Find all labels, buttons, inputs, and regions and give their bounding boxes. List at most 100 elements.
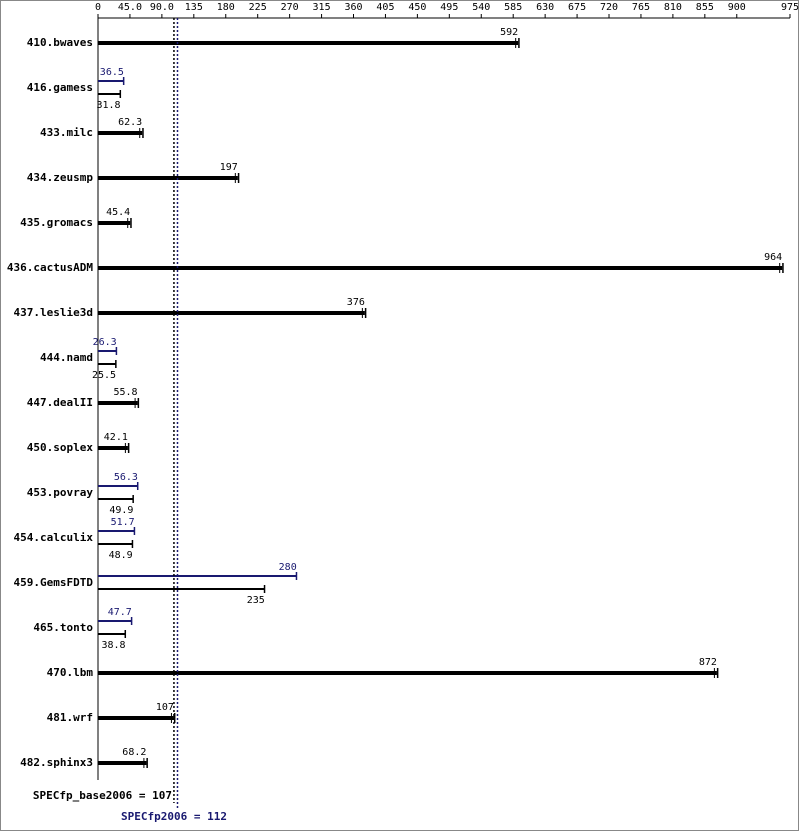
x-tick-label: 450 <box>408 2 426 13</box>
category-label: 459.GemsFDTD <box>14 576 94 589</box>
x-tick-label: 405 <box>376 2 394 13</box>
bar-base <box>98 543 133 545</box>
category-label: 434.zeusmp <box>27 171 94 184</box>
x-tick-label: 855 <box>696 2 714 13</box>
bar-peak <box>98 575 297 577</box>
bar-peak <box>98 530 135 532</box>
x-tick-label: 45.0 <box>118 2 142 13</box>
x-tick-label: 90.0 <box>150 2 174 13</box>
bar-end <box>143 758 145 768</box>
value-label: 26.3 <box>93 337 117 348</box>
bar-end <box>115 347 118 355</box>
bar-end <box>361 308 363 318</box>
bar <box>98 671 717 675</box>
x-tick-label: 0 <box>95 2 101 13</box>
category-label: 433.milc <box>40 126 93 139</box>
category-label: 450.soplex <box>27 441 94 454</box>
bar-end <box>713 668 715 678</box>
category-label: 447.dealII <box>27 396 93 409</box>
category-label: 410.bwaves <box>27 36 93 49</box>
bar-end <box>133 527 136 535</box>
reference-label: SPECfp_base2006 = 107 <box>33 789 172 802</box>
value-label: 42.1 <box>104 432 128 443</box>
bar-end <box>124 630 127 638</box>
bar-end <box>130 218 132 228</box>
bar-end <box>139 128 141 138</box>
bar-end <box>518 38 520 48</box>
bar-peak <box>98 620 132 622</box>
x-tick-label: 180 <box>217 2 235 13</box>
value-label: 376 <box>347 297 365 308</box>
x-tick-label: 270 <box>281 2 299 13</box>
value-label: 235 <box>247 595 265 606</box>
bar-end <box>716 668 719 678</box>
bar <box>98 221 131 225</box>
category-label: 416.gamess <box>27 81 93 94</box>
bar-end <box>124 443 126 453</box>
value-label: 49.9 <box>109 505 133 516</box>
bar-end <box>263 585 266 593</box>
category-label: 436.cactusADM <box>7 261 93 274</box>
x-tick-label: 585 <box>504 2 522 13</box>
category-label: 465.tonto <box>33 621 93 634</box>
bar-end <box>142 128 144 138</box>
value-label: 62.3 <box>118 117 142 128</box>
value-label: 25.5 <box>92 370 116 381</box>
bar-end <box>127 443 130 453</box>
bar <box>98 761 147 765</box>
bar-end <box>146 758 148 768</box>
bar-end <box>237 173 240 183</box>
bar-end <box>295 572 298 580</box>
x-tick-label: 135 <box>185 2 203 13</box>
bar <box>98 401 138 405</box>
bar-end <box>137 398 140 408</box>
bar-end <box>134 398 136 408</box>
bar <box>98 176 238 180</box>
reference-label: SPECfp2006 = 112 <box>121 810 227 823</box>
category-label: 454.calculix <box>14 531 94 544</box>
bar-base <box>98 363 117 365</box>
value-label: 45.4 <box>106 207 130 218</box>
value-label: 964 <box>764 252 782 263</box>
x-tick-label: 495 <box>440 2 458 13</box>
category-label: 481.wrf <box>47 711 93 724</box>
bar-end <box>122 77 125 85</box>
bar <box>98 311 365 315</box>
x-tick-label: 810 <box>664 2 682 13</box>
bar-peak <box>98 485 138 487</box>
x-tick-label: 360 <box>344 2 362 13</box>
x-tick-label: 765 <box>632 2 650 13</box>
x-tick-label: 225 <box>249 2 267 13</box>
bar-end <box>130 617 133 625</box>
x-tick-label: 675 <box>568 2 586 13</box>
value-label: 107 <box>156 702 174 713</box>
x-tick-label: 975 <box>781 2 799 13</box>
bar <box>98 446 128 450</box>
value-label: 68.2 <box>122 747 146 758</box>
bar-end <box>115 360 117 368</box>
bar-end <box>782 263 784 273</box>
x-tick-label: 630 <box>536 2 554 13</box>
value-label: 38.8 <box>101 640 125 651</box>
bar-peak <box>98 350 117 352</box>
bar-end <box>515 38 517 48</box>
x-tick-label: 540 <box>472 2 490 13</box>
bar-end <box>364 308 367 318</box>
category-label: 435.gromacs <box>20 216 93 229</box>
value-label: 280 <box>279 562 297 573</box>
bar-base <box>98 633 126 635</box>
bar <box>98 716 174 720</box>
bar-end <box>132 495 134 503</box>
value-label: 872 <box>699 657 717 668</box>
bar-end <box>170 713 172 723</box>
category-label: 470.lbm <box>47 666 94 679</box>
bar-end <box>127 218 129 228</box>
bar-end <box>234 173 236 183</box>
bar-peak <box>98 80 124 82</box>
value-label: 56.3 <box>114 472 138 483</box>
x-tick-label: 900 <box>728 2 746 13</box>
x-tick-label: 315 <box>313 2 331 13</box>
bar-base <box>98 588 265 590</box>
bar-base <box>98 498 134 500</box>
